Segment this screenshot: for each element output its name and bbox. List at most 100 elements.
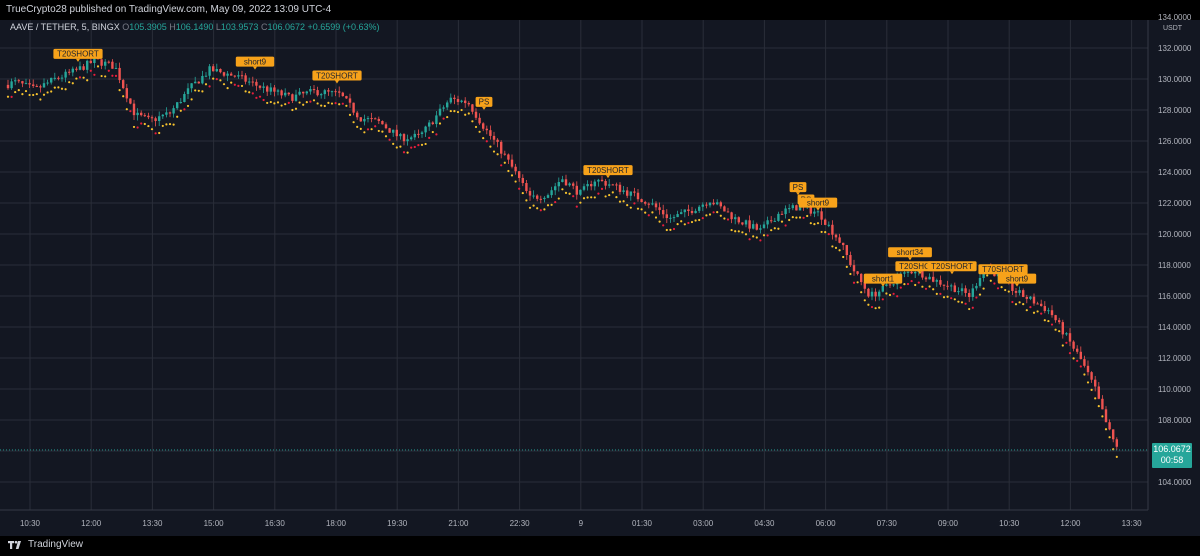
indicator-dot <box>1040 312 1043 315</box>
indicator-dot <box>222 83 226 86</box>
candle-body <box>946 285 949 287</box>
candle-body <box>716 202 719 205</box>
candle-body <box>150 117 154 119</box>
indicator-dot <box>89 69 92 72</box>
x-tick-label: 09:00 <box>938 519 959 528</box>
indicator-dot <box>964 302 967 305</box>
indicator-dot <box>528 206 532 209</box>
indicator-dot <box>759 239 762 242</box>
candle-body <box>374 118 377 120</box>
candle-body <box>111 61 114 69</box>
candle-body <box>1061 322 1064 335</box>
indicator-dot <box>507 169 510 173</box>
indicator-dot <box>716 211 719 214</box>
candle-body <box>392 129 395 133</box>
candle-body <box>359 117 362 122</box>
indicator-dot <box>568 192 571 195</box>
symbol-name: AAVE / TETHER, 5, BINGX <box>10 22 120 32</box>
indicator-dot <box>14 90 17 94</box>
indicator-dot <box>1036 310 1039 313</box>
candle-body <box>57 77 60 79</box>
indicator-dot <box>464 113 467 116</box>
tradingview-brand-label: TradingView <box>28 539 84 550</box>
indicator-dot <box>870 305 874 309</box>
candle-body <box>672 217 676 219</box>
indicator-dot <box>881 298 884 301</box>
candle-body <box>363 119 366 122</box>
candle-body <box>593 181 596 187</box>
signal-badge <box>789 182 807 193</box>
candle-body <box>352 102 355 113</box>
candle-body <box>320 94 323 96</box>
indicator-dot <box>777 227 780 230</box>
candle-body <box>10 81 13 89</box>
indicator-dot <box>107 69 110 72</box>
signal-badge <box>312 70 362 81</box>
candle-body <box>208 66 211 76</box>
candle-body <box>161 114 164 117</box>
candle-body <box>442 107 445 109</box>
signal-label: short9 <box>807 198 830 207</box>
indicator-dot <box>42 93 46 96</box>
candle-body <box>845 245 848 256</box>
indicator-dot <box>917 281 920 284</box>
candle-body <box>255 81 258 86</box>
signal-label: T20SHORT <box>57 50 99 59</box>
candle-body <box>1072 341 1075 349</box>
candle-body <box>906 271 910 273</box>
candle-body <box>64 71 67 78</box>
indicator-dot <box>647 214 650 217</box>
candle-body <box>50 77 53 83</box>
signal-badge-pointer <box>606 175 610 179</box>
indicator-dot <box>1068 351 1072 355</box>
indicator-dot <box>413 145 416 149</box>
candle-body <box>521 177 524 184</box>
indicator-dot <box>726 218 730 221</box>
candle-body <box>935 280 938 282</box>
indicator-dot <box>266 101 269 105</box>
candle-body <box>780 213 784 215</box>
indicator-dot <box>874 307 877 310</box>
indicator-dot <box>914 283 917 287</box>
signal-label: T70SHORT <box>982 265 1024 274</box>
indicator-dot <box>366 128 370 131</box>
indicator-dot <box>888 293 892 297</box>
signal-badge-pointer <box>796 192 800 196</box>
candle-body <box>842 242 845 246</box>
candle-body <box>572 183 575 186</box>
candle-body <box>125 88 128 99</box>
candle-body <box>809 205 812 214</box>
indicator-dot <box>975 296 978 299</box>
tradingview-brand[interactable]: TradingView <box>8 539 83 550</box>
x-tick-label: 21:00 <box>448 519 469 528</box>
indicator-dot <box>622 200 625 203</box>
candle-body <box>226 73 229 76</box>
candle-body <box>100 59 103 66</box>
candle-body <box>93 57 96 64</box>
candle-body <box>528 191 532 196</box>
indicator-dot <box>190 98 193 101</box>
indicator-dot <box>842 255 845 259</box>
candle-body <box>147 115 150 118</box>
indicator-dot <box>820 230 823 234</box>
candle-body <box>71 68 74 73</box>
candle-body <box>348 98 352 103</box>
candle-body <box>104 61 107 66</box>
candle-body <box>276 90 280 92</box>
candle-body <box>1022 290 1025 297</box>
indicator-dot <box>1108 436 1111 439</box>
y-tick-label: 122.0000 <box>1158 199 1192 208</box>
indicator-dot <box>111 74 114 77</box>
candle-body <box>428 122 431 127</box>
candle-body <box>766 220 769 225</box>
indicator-dot <box>960 301 964 304</box>
indicator-dot <box>611 191 614 194</box>
indicator-dot <box>705 214 708 217</box>
indicator-dot <box>536 207 539 210</box>
indicator-dot <box>546 204 550 207</box>
candle-body <box>417 133 420 135</box>
indicator-dot <box>899 286 902 289</box>
candle-body <box>590 184 593 187</box>
indicator-dot <box>1025 309 1028 312</box>
